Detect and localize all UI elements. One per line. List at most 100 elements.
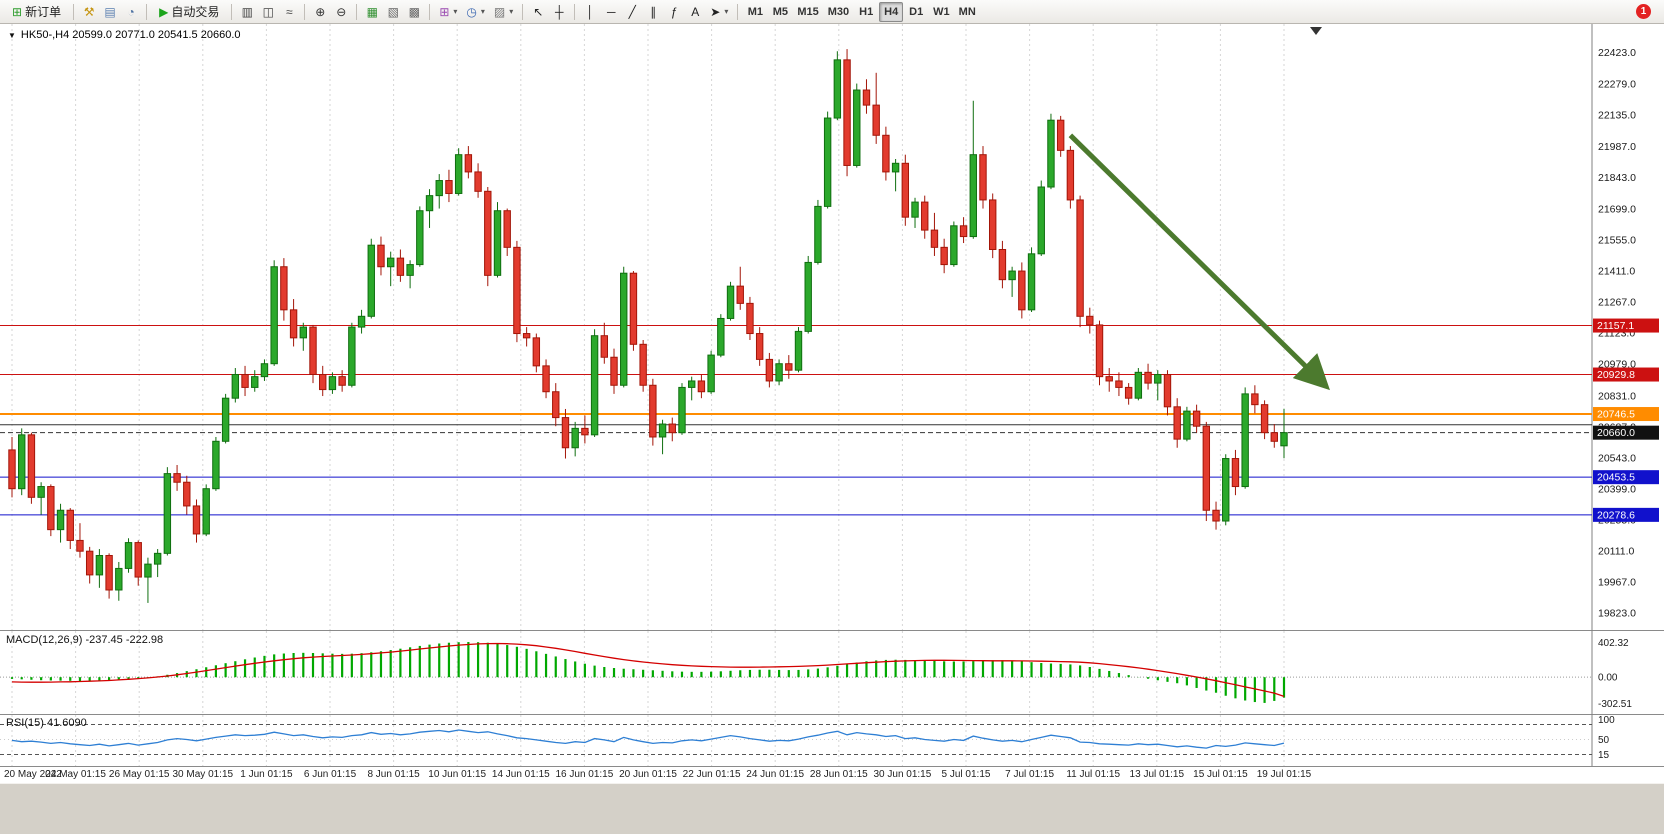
- timeframe-h1-button[interactable]: H1: [854, 2, 878, 22]
- toolbar-separator: [522, 3, 524, 20]
- candle-body: [998, 248, 1007, 281]
- line-mode-button[interactable]: ≈: [279, 2, 299, 22]
- timeframe-m1-button[interactable]: M1: [743, 2, 767, 22]
- arrange-windows-button[interactable]: ▩: [404, 2, 424, 22]
- caret-down-icon: ▾: [724, 7, 729, 16]
- hline-tool-icon: ─: [607, 4, 616, 19]
- timeframe-d1-button-label: D1: [909, 5, 924, 18]
- hline-tool-button[interactable]: ─: [601, 2, 621, 22]
- cursor-tool-button[interactable]: ↖: [528, 2, 548, 22]
- strategy-tester-button[interactable]: ⚒: [79, 2, 99, 22]
- candle-body: [911, 201, 919, 218]
- chart-window[interactable]: ▼ HK50-,H4 20599.0 20771.0 20541.5 20660…: [0, 24, 1664, 767]
- candle-body: [299, 326, 307, 339]
- timeframe-mn-button[interactable]: MN: [955, 2, 980, 22]
- candle-body: [454, 154, 463, 194]
- macd-axis[interactable]: 402.32 0.00 -302.51: [1598, 638, 1632, 710]
- channel-tool-button[interactable]: ∥: [643, 2, 663, 22]
- time-axis-label: 22 Jun 01:15: [682, 769, 741, 780]
- candle-body: [251, 376, 259, 388]
- candle-body: [717, 317, 725, 356]
- market-watch-button[interactable]: ▤: [100, 2, 120, 22]
- candles-mode-icon: ◫: [262, 4, 274, 19]
- data-window-button[interactable]: ◔: [121, 2, 141, 22]
- crosshair-tool-icon: ┼: [555, 4, 564, 19]
- candle-body: [386, 257, 395, 268]
- rsi-axis[interactable]: 100 50 15: [1598, 715, 1615, 761]
- candle-body: [260, 363, 269, 378]
- arrows-tool-icon: ➤: [710, 4, 721, 19]
- templates-button[interactable]: ▨ ▾: [490, 2, 517, 22]
- timeframe-m30-button[interactable]: M30: [824, 2, 853, 22]
- timeframe-m15-button[interactable]: M15: [793, 2, 822, 22]
- candle-body: [406, 264, 414, 276]
- candle-body: [746, 302, 754, 335]
- timeframe-h4-button[interactable]: H4: [879, 1, 904, 22]
- main-chart-canvas[interactable]: 22423.0 22279.0 22135.0 21987.0 21843.0 21699…: [0, 24, 1664, 630]
- time-axis-label: 6 Jun 01:15: [303, 769, 357, 780]
- timeframe-m5-button[interactable]: M5: [768, 2, 792, 22]
- zoom-out-button[interactable]: ⊖: [331, 2, 351, 22]
- auto-trading-button[interactable]: ▶ 自动交易: [152, 2, 226, 22]
- candle-body: [785, 363, 793, 371]
- caret-down-icon: ▾: [453, 7, 458, 16]
- strategy-tester-icon: ⚒: [83, 4, 95, 19]
- new-order-button[interactable]: ⊞ 新订单: [5, 2, 68, 22]
- candle-body: [357, 315, 366, 328]
- candle-body: [464, 154, 473, 173]
- periods-button[interactable]: ◷ ▾: [462, 2, 489, 22]
- candle-body: [27, 434, 36, 498]
- tile-windows-button[interactable]: ▦: [362, 2, 382, 22]
- candle-body: [1231, 458, 1240, 488]
- time-axis-label: 16 Jun 01:15: [555, 769, 614, 780]
- trend-arrow-annotation[interactable]: [1068, 133, 1330, 391]
- indicators-button[interactable]: ⊞ ▾: [435, 2, 461, 22]
- cursor-tool-icon: ↖: [533, 4, 544, 19]
- price-axis-label: 21555.0: [1598, 234, 1636, 246]
- chart-shift-marker[interactable]: [1310, 27, 1322, 35]
- candle-body: [600, 335, 609, 358]
- rsi-label: RSI(15) 41.6090: [6, 717, 87, 729]
- time-axis-label: 19 Jul 01:15: [1256, 769, 1312, 780]
- candle-body: [1222, 458, 1230, 522]
- macd-panel-canvas[interactable]: 402.32 0.00 -302.51 MACD(12,26,9) -237.45 -…: [0, 630, 1664, 714]
- candle-body: [1037, 186, 1045, 255]
- cascade-windows-button[interactable]: ▧: [383, 2, 403, 22]
- vline-tool-button[interactable]: │: [580, 2, 600, 22]
- trendline-tool-button[interactable]: ╱: [622, 2, 642, 22]
- fibonacci-tool-button[interactable]: ƒ: [664, 2, 684, 22]
- time-axis-label: 1 Jun 01:15: [240, 769, 293, 780]
- timeframe-d1-button[interactable]: D1: [904, 2, 928, 22]
- candle-body: [649, 384, 657, 438]
- crosshair-tool-button[interactable]: ┼: [549, 2, 569, 22]
- notification-badge[interactable]: 1: [1636, 4, 1651, 19]
- zoom-in-button[interactable]: ⊕: [310, 2, 330, 22]
- bars-mode-button[interactable]: ▥: [237, 2, 257, 22]
- candle-body: [620, 272, 628, 386]
- price-axis[interactable]: 22423.0 22279.0 22135.0 21987.0 21843.0 21699…: [1598, 47, 1636, 619]
- candle-body: [183, 481, 191, 507]
- rsi-panel-canvas[interactable]: 100 50 15 RSI(15) 41.6090: [0, 714, 1664, 766]
- time-axis[interactable]: 20 May 2022 24 May 01:15 26 May 01:15 30 Ma…: [0, 767, 1664, 783]
- candle-body: [367, 244, 375, 317]
- arrows-tool-button[interactable]: ➤ ▾: [706, 2, 732, 22]
- candle-body: [1144, 371, 1152, 384]
- price-axis-label: 20543.0: [1598, 452, 1636, 464]
- candle-body: [1173, 406, 1181, 440]
- one-click-trading-toggle[interactable]: ▼: [8, 30, 16, 40]
- candle-body: [959, 225, 968, 238]
- candle-body: [1192, 410, 1201, 427]
- text-tool-button[interactable]: A: [685, 2, 705, 22]
- candle-body: [76, 539, 84, 552]
- candle-body: [328, 376, 337, 391]
- candles-mode-button[interactable]: ◫: [258, 2, 278, 22]
- candle-body: [755, 333, 764, 360]
- price-axis-label: 22135.0: [1598, 109, 1636, 121]
- caret-down-icon: ▾: [509, 7, 514, 16]
- time-axis-label: 10 Jun 01:15: [428, 769, 487, 780]
- candle-body: [1163, 373, 1172, 408]
- timeframe-w1-button[interactable]: W1: [929, 2, 954, 22]
- candle-body: [85, 550, 94, 576]
- cascade-windows-icon: ▧: [387, 4, 399, 19]
- candle-body: [377, 244, 385, 268]
